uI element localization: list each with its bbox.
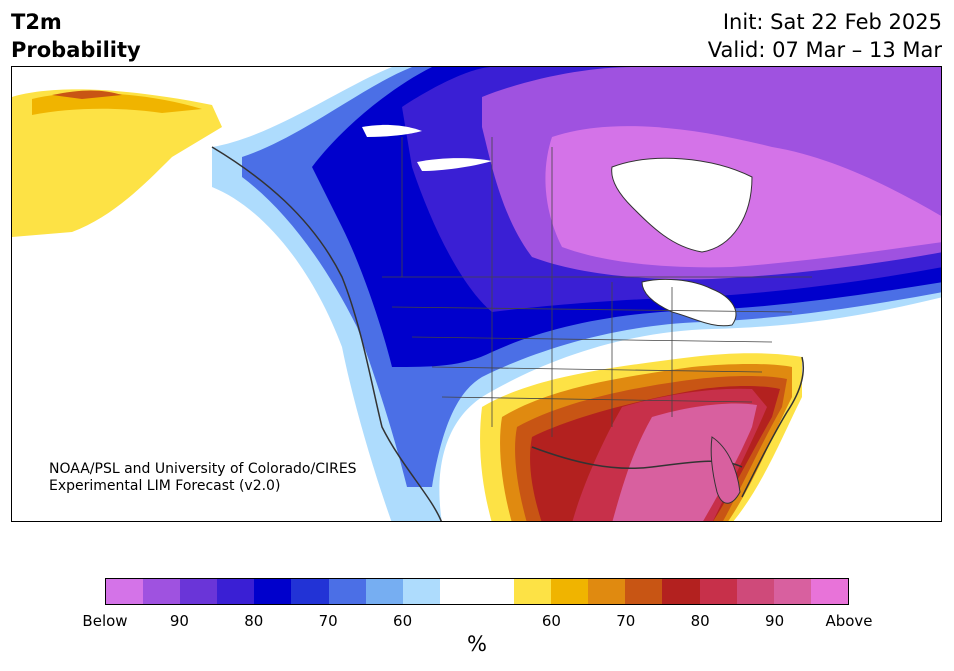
colorbar-segment: [365, 579, 403, 604]
colorbar-tick-label: 90: [765, 612, 785, 630]
forecast-dates: Init: Sat 22 Feb 2025 Valid: 07 Mar – 13…: [708, 8, 942, 64]
colorbar-unit: %: [467, 632, 487, 656]
colorbar-tick-label: 70: [616, 612, 636, 630]
colorbar-tick-label: 60: [393, 612, 413, 630]
colorbar-segment: [810, 579, 848, 604]
colorbar-segment: [514, 579, 552, 604]
colorbar-segment: [625, 579, 663, 604]
forecast-credit: NOAA/PSL and University of Colorado/CIRE…: [49, 461, 357, 495]
great-bear-lake: [362, 124, 422, 137]
colorbar-segment: [662, 579, 700, 604]
forecast-map: [11, 66, 942, 522]
colorbar-segment: [254, 579, 292, 604]
colorbar-segment: [180, 579, 218, 604]
colorbar-segment: [106, 579, 144, 604]
warm-band-90: [612, 403, 757, 521]
colorbar-tick-label: Above: [825, 612, 873, 630]
colorbar-tick-label: 60: [541, 612, 561, 630]
title-variable: T2m: [11, 10, 62, 34]
hudson-bay: [611, 157, 753, 253]
credit-line-1: NOAA/PSL and University of Colorado/CIRE…: [49, 461, 357, 477]
colorbar-segment: [773, 579, 811, 604]
map-title: T2m Probability: [11, 8, 141, 64]
colorbar-tick-label: 80: [244, 612, 264, 630]
coastline-west: [211, 146, 442, 521]
valid-date: Valid: 07 Mar – 13 Mar: [707, 38, 942, 62]
colorbar-tick-label: 70: [318, 612, 338, 630]
great-lakes: [641, 278, 737, 327]
title-type: Probability: [11, 38, 141, 62]
init-date: Init: Sat 22 Feb 2025: [722, 10, 942, 34]
state-borders: [382, 137, 812, 437]
colorbar-tick-label: 80: [690, 612, 710, 630]
colorbar-segment: [217, 579, 255, 604]
colorbar-segment: [736, 579, 774, 604]
colorbar-tick-label: Below: [82, 612, 128, 630]
colorbar-segment: [328, 579, 366, 604]
probability-colorbar: [105, 578, 849, 605]
colorbar-segment: [588, 579, 626, 604]
colorbar-segment: [291, 579, 329, 604]
colorbar-segment: [143, 579, 181, 604]
florida: [710, 436, 741, 504]
colorbar-segment: [439, 579, 477, 604]
great-slave-lake: [417, 158, 492, 171]
coastline-east: [741, 356, 804, 498]
colorbar-segment: [699, 579, 737, 604]
colorbar-segment: [402, 579, 440, 604]
colorbar-segment: [476, 579, 515, 604]
colorbar-segment: [551, 579, 589, 604]
colorbar-tick-label: 90: [169, 612, 189, 630]
alaska-hot-core: [52, 90, 122, 99]
alaska-warm-core: [32, 93, 202, 115]
map-canvas: [12, 67, 941, 521]
alaska-warm-region: [12, 89, 222, 237]
credit-line-2: Experimental LIM Forecast (v2.0): [49, 478, 281, 494]
